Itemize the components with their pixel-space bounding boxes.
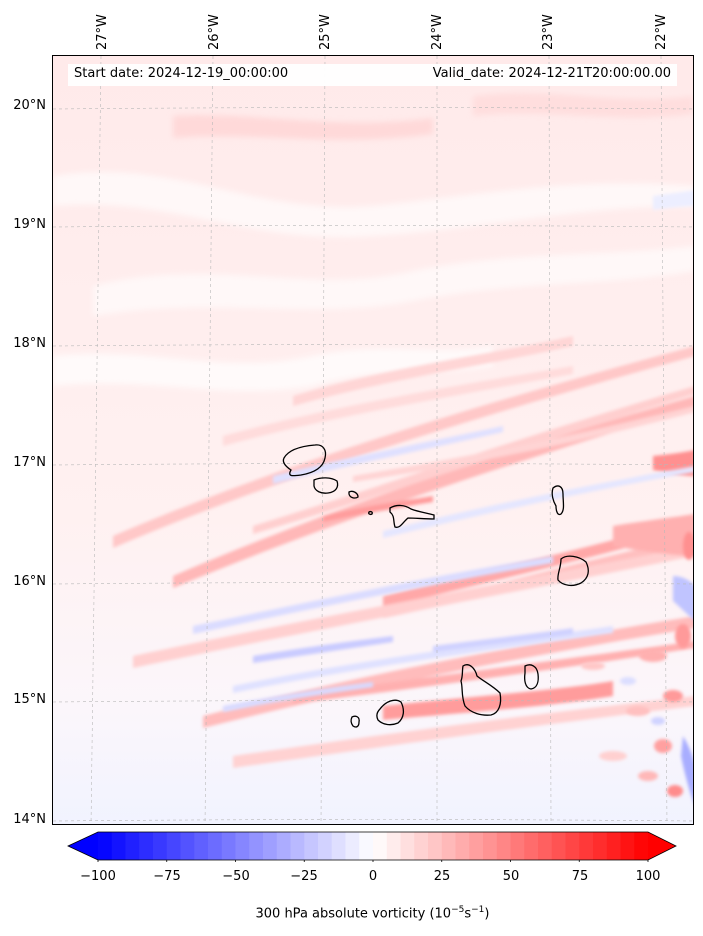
colorbar-tick-label-0: 0	[368, 869, 378, 884]
vorticity-map	[52, 55, 694, 825]
lat-label-17n: 17°N	[13, 455, 46, 470]
lon-label-22w: 22°W	[654, 14, 669, 50]
negative-vorticity-streaks	[193, 190, 693, 801]
lon-label-25w: 25°W	[318, 14, 333, 50]
colorbar-bin	[98, 832, 113, 860]
colorbar-tick-label-25: 25	[433, 869, 451, 884]
info-banner	[68, 64, 677, 86]
colorbar-bin	[579, 832, 594, 860]
lat-label-19n: 19°N	[13, 217, 46, 232]
colorbar-low-extension	[68, 832, 98, 860]
colorbar-bin	[620, 832, 635, 860]
colorbar-label-mid: s	[464, 906, 472, 922]
colorbar-bin	[359, 832, 374, 860]
island-brava	[350, 715, 360, 728]
colorbar-bin	[373, 832, 388, 860]
island-santo-antao	[282, 444, 327, 477]
colorbar	[67, 831, 677, 862]
island-sal	[551, 485, 565, 516]
island-sao-nicolau	[389, 504, 435, 528]
upper-pale-patches	[53, 93, 693, 391]
colorbar-bin	[400, 832, 415, 860]
colorbar-bin	[331, 832, 346, 860]
lon-label-26w: 26°W	[207, 14, 222, 50]
colorbar-bin	[496, 832, 511, 860]
colorbar-bin	[386, 832, 401, 860]
colorbar-bin	[221, 832, 236, 860]
colorbar-bin	[593, 832, 608, 860]
colorbar-tick-label-50: 50	[502, 869, 520, 884]
valid-date-label: Valid_date: 2024-12-21T20:00:00.00	[432, 66, 671, 81]
colorbar-bin	[263, 832, 278, 860]
island-sao-vicente	[313, 477, 339, 494]
island-razo	[368, 510, 373, 516]
colorbar-bin	[441, 832, 456, 860]
coastlines	[282, 444, 589, 728]
lat-label-20n: 20°N	[13, 98, 46, 113]
colorbar-tick-label-m100: −100	[80, 869, 116, 884]
colorbar-bin	[483, 832, 498, 860]
colorbar-bin	[153, 832, 168, 860]
colorbar-bin	[318, 832, 333, 860]
colorbar-bin	[139, 832, 154, 860]
colorbar-label-exp1: −5	[451, 905, 465, 915]
lat-label-18n: 18°N	[13, 336, 46, 351]
island-maio	[524, 664, 539, 690]
colorbar-bin	[634, 832, 649, 860]
colorbar-bin	[455, 832, 470, 860]
colorbar-bin	[469, 832, 484, 860]
colorbar-bin	[290, 832, 305, 860]
lat-label-14n: 14°N	[13, 812, 46, 827]
colorbar-ticks	[97, 860, 649, 862]
colorbar-label: 300 hPa absolute vorticity (10−5s−1)	[0, 905, 703, 921]
lat-label-16n: 16°N	[13, 574, 46, 589]
colorbar-bin	[524, 832, 539, 860]
colorbar-bin	[208, 832, 223, 860]
colorbar-bin	[276, 832, 291, 860]
colorbar-bin	[565, 832, 580, 860]
start-date-label: Start date: 2024-12-19_00:00:00	[74, 66, 289, 81]
island-boa-vista	[557, 555, 589, 587]
island-santa-luzia	[348, 490, 359, 499]
colorbar-tick-label-m25: −25	[290, 869, 318, 884]
colorbar-bin	[345, 832, 360, 860]
map-gridlines	[53, 56, 693, 824]
colorbar-bin	[180, 832, 195, 860]
lon-label-24w: 24°W	[430, 14, 445, 50]
colorbar-tick-label-75: 75	[571, 869, 589, 884]
lon-label-23w: 23°W	[541, 14, 556, 50]
colorbar-bin	[194, 832, 209, 860]
colorbar-bin	[510, 832, 525, 860]
colorbar-bin	[166, 832, 181, 860]
colorbar-tick-label-m50: −50	[222, 869, 250, 884]
colorbar-bin	[538, 832, 553, 860]
colorbar-tick-label-100: 100	[635, 869, 661, 884]
lat-label-15n: 15°N	[13, 692, 46, 707]
colorbar-label-main: 300 hPa absolute vorticity (10	[255, 906, 452, 922]
vorticity-field	[53, 56, 693, 824]
colorbar-bin	[111, 832, 126, 860]
colorbar-bin	[235, 832, 250, 860]
colorbar-bin	[414, 832, 429, 860]
turbulent-patches	[581, 532, 693, 797]
colorbar-high-extension	[648, 832, 676, 860]
colorbar-label-exp2: −1	[471, 905, 485, 915]
colorbar-bin	[428, 832, 443, 860]
colorbar-bin	[551, 832, 566, 860]
island-fogo	[376, 699, 405, 726]
colorbar-bin	[249, 832, 264, 860]
colorbar-bin	[125, 832, 140, 860]
lon-label-27w: 27°W	[95, 14, 110, 50]
island-santiago	[460, 664, 502, 716]
colorbar-bins	[98, 832, 649, 860]
colorbar-bin	[304, 832, 319, 860]
colorbar-tick-label-m75: −75	[153, 869, 181, 884]
colorbar-bin	[606, 832, 621, 860]
colorbar-label-end: )	[484, 906, 490, 922]
